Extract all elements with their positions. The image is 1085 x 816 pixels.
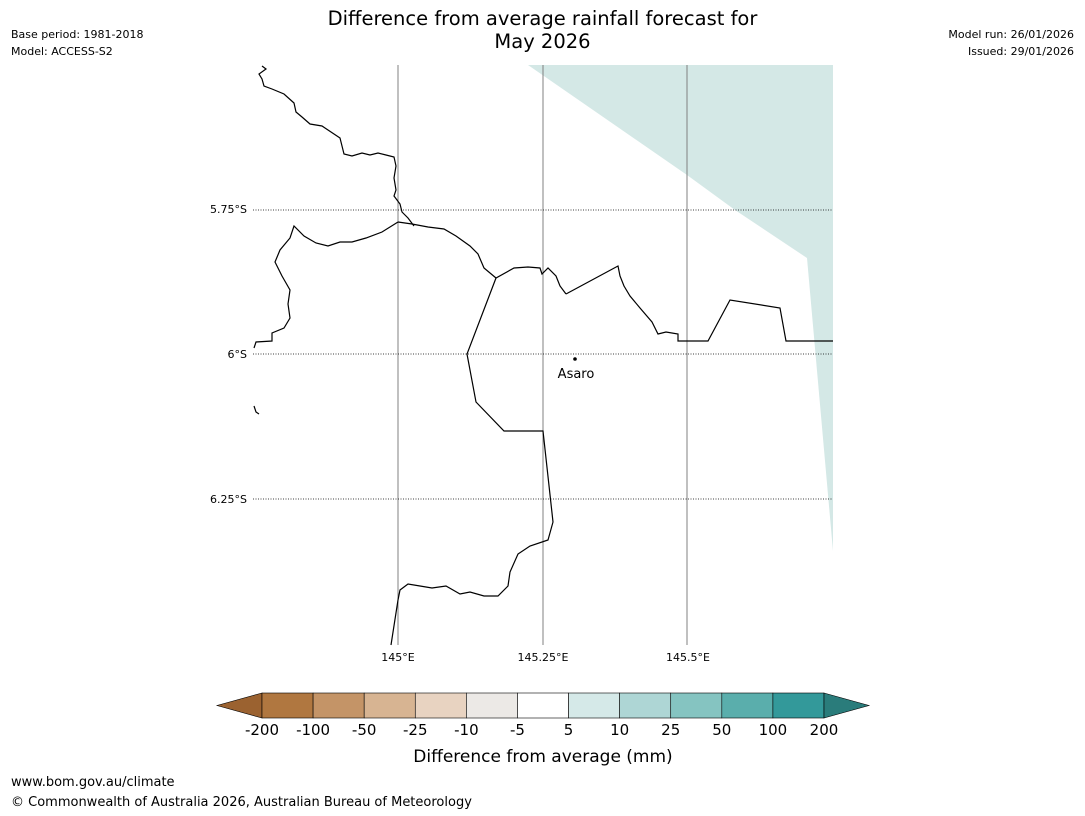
footer-copyright: © Commonwealth of Australia 2026, Austra… — [11, 795, 472, 810]
colorbar-segment — [261, 692, 314, 719]
border-fragment — [253, 405, 260, 415]
border-line — [397, 221, 567, 295]
map-panel: Asaro 5.75°S 6°S 6.25°S 145°E 145.25°E 1… — [210, 65, 833, 664]
colorbar-tick-label: -25 — [403, 721, 428, 739]
colorbar-segment — [466, 692, 518, 719]
colorbar-tick-label: -100 — [296, 721, 330, 739]
colorbar-tick-label: 100 — [759, 721, 788, 739]
border-line — [565, 265, 833, 342]
colorbar-segments — [261, 692, 825, 719]
forecast-shading-region — [528, 65, 833, 551]
title-line-1: Difference from average rainfall forecas… — [327, 7, 758, 30]
colorbar-tick-label: 5 — [564, 721, 574, 739]
colorbar-segment — [517, 692, 569, 719]
model-text: Model: ACCESS-S2 — [11, 45, 113, 58]
lat-label: 6.25°S — [210, 493, 247, 506]
colorbar-segment — [721, 692, 774, 719]
asaro-label: Asaro — [558, 367, 595, 382]
colorbar-segment — [670, 692, 723, 719]
colorbar-segment — [363, 692, 416, 719]
colorbar-tick-labels: -200 -100 -50 -25 -10 -5 5 10 25 50 100 200 — [245, 721, 838, 739]
border-lines — [253, 65, 833, 646]
colorbar-segment — [312, 692, 365, 719]
issued-text: Issued: 29/01/2026 — [967, 45, 1074, 58]
map-title: Difference from average rainfall forecas… — [0, 7, 1085, 53]
border-line — [390, 277, 554, 646]
colorbar-tick-label: 200 — [810, 721, 839, 739]
colorbar-title: Difference from average (mm) — [413, 747, 672, 767]
meta-left: Base period: 1981-2018 Model: ACCESS-S2 — [11, 26, 143, 60]
asaro-marker — [573, 357, 577, 361]
colorbar: -200 -100 -50 -25 -10 -5 5 10 25 50 100 200 Differe… — [215, 692, 871, 767]
lon-label: 145.25°E — [518, 651, 569, 664]
colorbar-tick-label: -200 — [245, 721, 279, 739]
footer: www.bom.gov.au/climate © Commonwealth of… — [11, 773, 472, 813]
lat-label: 5.75°S — [210, 203, 247, 216]
colorbar-arrow-high — [823, 692, 871, 719]
colorbar-tick-label: 25 — [661, 721, 680, 739]
colorbar-segment — [772, 692, 825, 719]
colorbar-tick-label: -10 — [454, 721, 479, 739]
base-period-text: Base period: 1981-2018 — [11, 28, 144, 41]
model-run-text: Model run: 26/01/2026 — [948, 28, 1074, 41]
colorbar-segment — [619, 692, 672, 719]
lat-label: 6°S — [228, 348, 247, 361]
colorbar-tick-label: -50 — [352, 721, 377, 739]
colorbar-segment — [568, 692, 620, 719]
colorbar-segment — [414, 692, 467, 719]
colorbar-tick-label: 50 — [712, 721, 731, 739]
border-line — [253, 221, 399, 349]
footer-url: www.bom.gov.au/climate — [11, 775, 175, 790]
title-line-2: May 2026 — [494, 30, 591, 53]
colorbar-tick-label: -5 — [510, 721, 525, 739]
colorbar-tick-label: 10 — [610, 721, 629, 739]
border-line — [258, 65, 415, 227]
meta-right: Model run: 26/01/2026 Issued: 29/01/2026 — [948, 26, 1074, 60]
lon-label: 145°E — [381, 651, 414, 664]
lon-label: 145.5°E — [666, 651, 710, 664]
colorbar-arrow-low — [215, 692, 263, 719]
